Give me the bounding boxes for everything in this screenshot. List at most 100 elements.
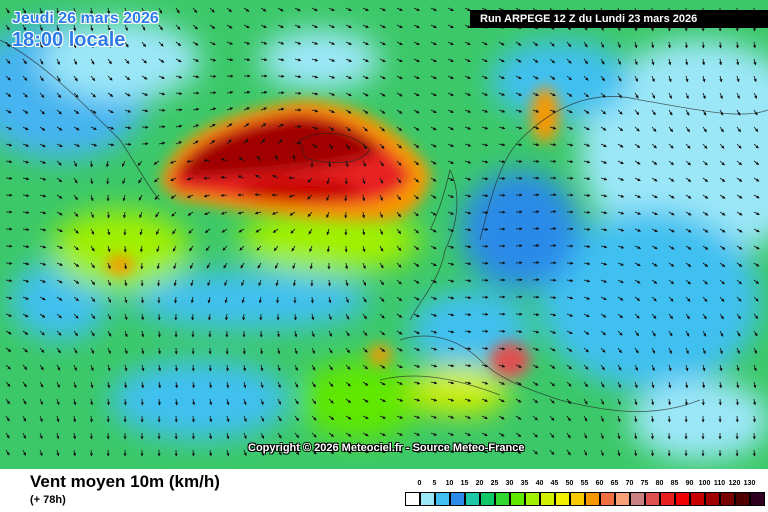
wind-arrow-icon — [379, 296, 385, 302]
wind-arrow-icon — [73, 92, 79, 98]
wind-arrow-icon — [220, 175, 228, 180]
wind-arrow-icon — [5, 364, 11, 370]
wind-arrow-icon — [532, 415, 538, 421]
wind-arrow-icon — [719, 194, 726, 199]
wind-arrow-icon — [22, 347, 28, 353]
run-info-box: Run ARPEGE 12 Z du Lundi 23 mars 2026 — [470, 10, 768, 28]
wind-arrow-icon — [719, 126, 724, 133]
wind-arrow-icon — [226, 107, 234, 111]
wind-arrow-icon — [464, 194, 472, 198]
wind-arrow-icon — [735, 41, 739, 49]
wind-arrow-icon — [260, 41, 268, 45]
wind-arrow-icon — [685, 313, 690, 320]
wind-arrow-icon — [345, 143, 350, 150]
wind-arrow-icon — [39, 347, 45, 353]
wind-arrow-icon — [736, 75, 740, 83]
wind-arrow-icon — [73, 381, 77, 389]
wind-arrow-icon — [651, 75, 655, 83]
wind-arrow-icon — [752, 41, 757, 49]
wind-arrow-icon — [447, 211, 454, 215]
wind-arrow-icon — [260, 7, 267, 12]
wind-arrow-icon — [73, 330, 78, 337]
wind-arrow-icon — [5, 109, 12, 114]
wind-arrow-icon — [736, 245, 743, 250]
wind-arrow-icon — [260, 123, 267, 128]
wind-arrow-icon — [532, 159, 540, 163]
color-legend: 0 5 10 15 20 25 30 35 40 45 50 55 60 65 70 75 80 85 90 100 1… — [405, 480, 765, 506]
wind-arrow-icon — [617, 415, 621, 423]
wind-arrow-icon — [736, 177, 743, 182]
wind-arrow-icon — [617, 432, 621, 440]
wind-arrow-icon — [651, 364, 655, 372]
wind-arrow-icon — [396, 109, 403, 114]
wind-arrow-icon — [311, 24, 318, 28]
wind-arrow-icon — [634, 109, 640, 116]
wind-arrow-icon — [277, 449, 282, 456]
wind-arrow-icon — [277, 74, 285, 78]
wind-arrow-icon — [464, 211, 472, 215]
wind-arrow-icon — [532, 261, 540, 265]
wind-arrow-icon — [156, 228, 160, 235]
wind-arrow-icon — [736, 347, 740, 354]
wind-arrow-icon — [651, 330, 656, 337]
wind-arrow-icon — [753, 177, 760, 182]
wind-arrow-icon — [107, 313, 112, 320]
wind-arrow-icon — [362, 41, 369, 45]
wind-arrow-icon — [600, 415, 604, 422]
wind-arrow-icon — [22, 126, 29, 131]
wind-arrow-icon — [600, 160, 608, 164]
wind-arrow-icon — [549, 126, 557, 130]
wind-arrow-icon — [73, 177, 78, 184]
legend-swatch — [690, 492, 705, 506]
wind-arrow-icon — [124, 126, 132, 130]
wind-arrow-icon — [736, 279, 742, 285]
wind-arrow-icon — [498, 126, 506, 130]
wind-arrow-icon — [651, 228, 658, 233]
wind-arrow-icon — [5, 176, 13, 180]
wind-arrow-icon — [277, 107, 285, 111]
wind-arrow-icon — [5, 143, 13, 147]
wind-arrow-icon — [226, 90, 234, 95]
wind-arrow-icon — [701, 58, 706, 66]
wind-arrow-icon — [532, 347, 540, 351]
wind-arrow-icon — [617, 109, 623, 115]
wind-arrow-icon — [311, 330, 315, 338]
wind-arrow-icon — [651, 41, 655, 49]
wind-arrow-icon — [311, 109, 319, 113]
wind-arrow-icon — [140, 381, 145, 389]
wind-arrow-icon — [515, 58, 522, 63]
wind-arrow-icon — [379, 313, 385, 319]
wind-arrow-icon — [209, 74, 217, 78]
wind-arrow-icon — [583, 432, 588, 439]
wind-arrow-icon — [753, 330, 758, 337]
wind-arrow-icon — [124, 41, 129, 48]
wind-arrow-icon — [5, 296, 13, 300]
wind-arrow-icon — [430, 24, 437, 29]
wind-arrow-icon — [685, 211, 692, 216]
wind-arrow-icon — [752, 432, 756, 440]
legend-label: 70 — [625, 480, 634, 487]
wind-arrow-icon — [413, 7, 420, 11]
wind-arrow-icon — [549, 398, 555, 404]
wind-arrow-icon — [667, 398, 672, 406]
wind-arrow-icon — [753, 381, 757, 389]
wind-arrow-icon — [396, 330, 403, 335]
wind-arrow-icon — [328, 432, 335, 438]
wind-arrow-icon — [277, 381, 281, 389]
wind-arrow-icon — [209, 123, 216, 128]
wind-arrow-icon — [107, 347, 111, 354]
wind-arrow-icon — [685, 262, 692, 267]
wind-arrow-icon — [311, 41, 319, 45]
wind-arrow-icon — [39, 415, 43, 423]
wind-arrow-icon — [345, 313, 350, 320]
wind-arrow-icon — [90, 126, 97, 130]
wind-arrow-icon — [345, 330, 350, 337]
wind-arrow-icon — [289, 211, 296, 216]
wind-arrow-icon — [515, 92, 522, 96]
wind-arrow-icon — [72, 7, 77, 15]
wind-arrow-icon — [753, 160, 760, 166]
wind-arrow-icon — [243, 449, 247, 457]
wind-arrow-icon — [39, 75, 44, 82]
wind-arrow-icon — [362, 347, 368, 353]
wind-arrow-icon — [362, 194, 366, 202]
